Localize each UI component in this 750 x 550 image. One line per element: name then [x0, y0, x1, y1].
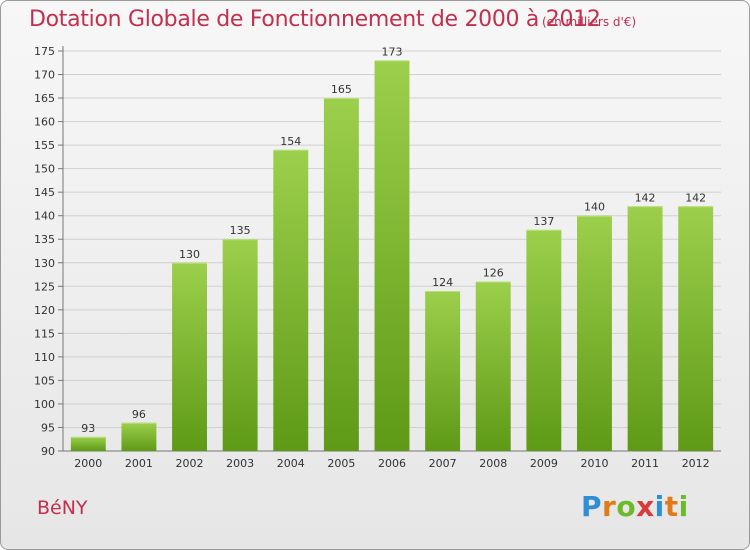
bar-value-label: 140 [584, 201, 605, 214]
bar [374, 60, 410, 451]
logo-letter: x [636, 490, 655, 523]
x-tick-label: 2002 [176, 457, 204, 470]
x-tick-label: 2006 [378, 457, 406, 470]
x-tick-label: 2007 [429, 457, 457, 470]
x-tick-label: 2005 [327, 457, 355, 470]
bar-value-label: 154 [280, 135, 301, 148]
commune-name: BéNY [37, 497, 88, 519]
y-tick-label: 100 [34, 398, 55, 411]
bar [172, 262, 208, 451]
bar [475, 281, 511, 451]
x-tick-label: 2004 [277, 457, 305, 470]
logo-letter: t [664, 490, 679, 523]
chart-subtitle: (en milliers d'€) [542, 15, 637, 29]
bar-value-label: 96 [132, 408, 146, 421]
y-tick-label: 110 [34, 351, 55, 364]
logo-letter: o [616, 490, 637, 523]
x-tick-label: 2001 [125, 457, 153, 470]
logo-letter: r [602, 490, 617, 523]
y-tick-label: 165 [34, 92, 55, 105]
x-tick-label: 2008 [479, 457, 507, 470]
bar-value-label: 165 [331, 83, 352, 96]
logo-letter: i [654, 490, 665, 523]
bars [70, 60, 714, 451]
y-tick-label: 130 [34, 257, 55, 270]
bar [678, 206, 714, 451]
y-tick-label: 150 [34, 163, 55, 176]
y-tick-label: 170 [34, 69, 55, 82]
bar [425, 291, 461, 451]
y-tick-label: 95 [41, 421, 55, 434]
bar [576, 215, 612, 451]
bar-value-label: 137 [533, 215, 554, 228]
bar-value-label: 130 [179, 248, 200, 261]
y-tick-label: 160 [34, 116, 55, 129]
y-tick-label: 175 [34, 45, 55, 58]
x-tick-label: 2010 [580, 457, 608, 470]
logo-letter: i [678, 490, 689, 523]
logo-letter: P [581, 490, 603, 523]
y-tick-label: 125 [34, 280, 55, 293]
bar-value-label: 142 [685, 191, 706, 204]
y-tick-label: 105 [34, 374, 55, 387]
y-tick-label: 155 [34, 139, 55, 152]
bar [273, 149, 309, 451]
y-tick-label: 120 [34, 304, 55, 317]
bar-value-label: 93 [81, 422, 95, 435]
y-tick-label: 90 [41, 445, 55, 458]
y-tick-label: 140 [34, 210, 55, 223]
bar-value-label: 142 [635, 191, 656, 204]
bar-value-label: 124 [432, 276, 453, 289]
bar [627, 206, 663, 451]
bar [222, 239, 258, 451]
y-tick-label: 115 [34, 327, 55, 340]
bar-value-label: 135 [230, 224, 251, 237]
x-tick-label: 2000 [74, 457, 102, 470]
bar-value-label: 173 [382, 45, 403, 58]
proxiti-logo[interactable]: Proxiti [581, 490, 689, 523]
x-tick-label: 2003 [226, 457, 254, 470]
y-tick-label: 135 [34, 233, 55, 246]
data-labels: 93 96 130 135 154 165 173 124 126 137 140 142 142 [81, 45, 706, 434]
bar-value-label: 126 [483, 267, 504, 280]
y-tick-label: 145 [34, 186, 55, 199]
chart-title: Dotation Globale de Fonctionnement de 20… [29, 7, 601, 32]
bar [121, 422, 157, 451]
x-tick-label: 2009 [530, 457, 558, 470]
x-tick-label: 2011 [631, 457, 659, 470]
x-tick-label: 2012 [682, 457, 710, 470]
bar [323, 98, 359, 451]
bar [526, 229, 562, 451]
bar [70, 436, 106, 451]
